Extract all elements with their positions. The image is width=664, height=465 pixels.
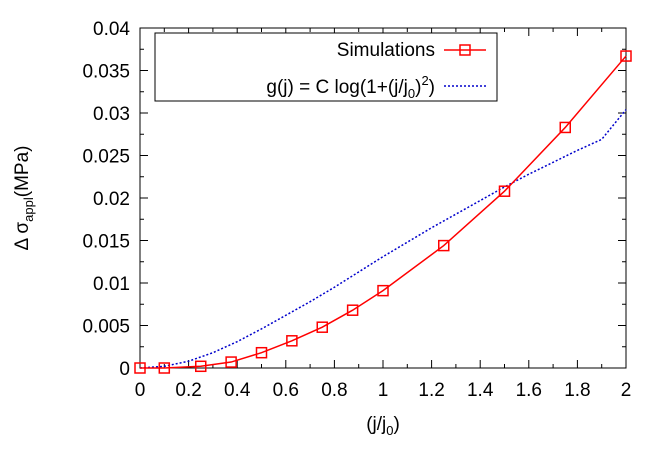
x-tick-label: 2 [621,380,632,401]
y-tick-label: 0.035 [82,62,130,83]
data-point-simulations [620,50,632,62]
legend: Simulations g(j) = C log(1+(j/j0)2) [154,32,498,102]
data-point-simulations [377,284,389,297]
legend-box [154,32,498,102]
x-tick-label: 0 [135,380,146,401]
data-point-simulations [158,362,171,374]
data-point-simulations [438,239,450,252]
data-point-simulations [316,321,328,333]
y-tick-label: 0.025 [82,147,130,168]
x-tick-label: 1.6 [516,380,542,401]
y-tick-label: 0.03 [93,104,130,125]
y-axis-label: Δ σappl(MPa) [12,146,36,251]
x-axis-label: (j/j0) [366,414,400,438]
data-point-simulations [559,121,571,134]
y-tick-label: 0.015 [82,232,130,253]
x-tick-label: 1.2 [418,380,444,401]
x-tick-label: 1.4 [467,380,494,401]
legend-label-fit: g(j) = C log(1+(j/j0)2) [266,73,435,101]
series-layer [134,50,632,374]
x-tick-label: 0.8 [321,380,347,401]
data-point-simulations [286,335,298,347]
y-tick-label: 0.04 [93,19,130,40]
ticks: 0 0.2 0.4 0.6 0.8 1 1.2 1.4 1.6 1.8 2 0 0.005 0.01 0.0… [82,19,631,401]
x-tick-label: 0.4 [224,380,251,401]
series-line-simulations [140,55,627,369]
data-point-simulations [255,346,268,359]
y-tick-label: 0.01 [93,274,130,295]
series-line-fit [139,109,627,369]
data-point-simulations [195,360,207,373]
y-tick-label: 0 [119,359,130,380]
x-tick-label: 1.8 [564,380,590,401]
data-point-simulations [346,304,359,316]
x-tick-label: 1 [378,380,389,401]
data-point-simulations [498,185,511,197]
data-point-simulations [134,362,146,374]
x-tick-label: 0.6 [273,380,299,401]
y-tick-label: 0.02 [93,189,130,210]
data-point-simulations [225,356,237,368]
legend-marker-simulations [459,44,471,56]
x-tick-label: 0.2 [175,380,201,401]
legend-label-simulations: Simulations [337,40,435,61]
y-tick-label: 0.005 [82,317,130,338]
